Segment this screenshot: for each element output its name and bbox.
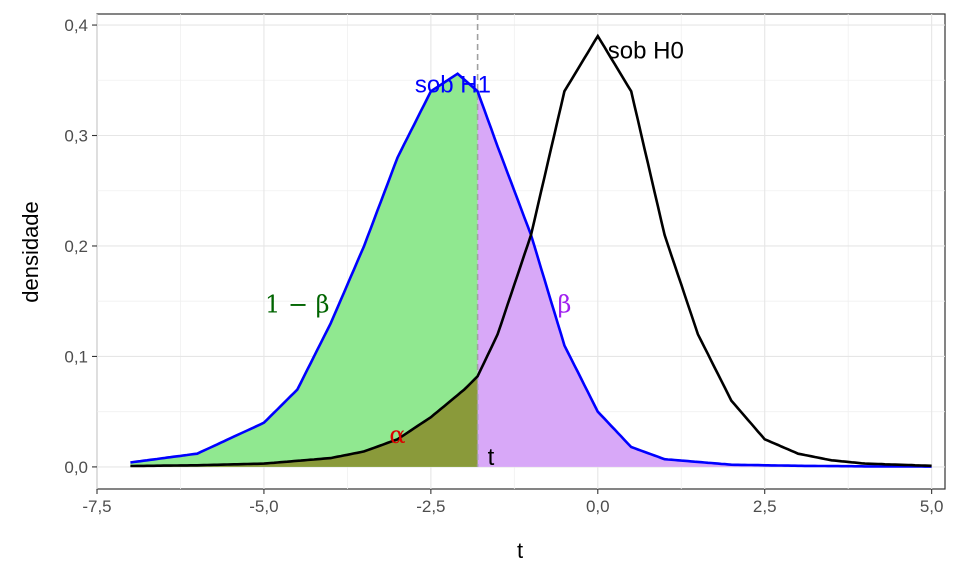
x-tick-label: -5,0 xyxy=(249,497,278,516)
x-tick-label: -2,5 xyxy=(416,497,445,516)
beta-region xyxy=(477,91,932,467)
density-curves xyxy=(130,33,932,468)
y-tick-label: 0,1 xyxy=(64,347,88,366)
h0-density-curve xyxy=(130,33,932,468)
annotations: sob H0 sob H1 t 1 − β β α xyxy=(265,37,684,471)
x-tick-label: 2,5 xyxy=(753,497,777,516)
y-tick-label: 0,2 xyxy=(64,237,88,256)
shaded-regions xyxy=(130,73,932,467)
y-axis-title: densidade xyxy=(18,201,43,303)
x-tick-label: 5,0 xyxy=(920,497,944,516)
alpha-region xyxy=(130,376,478,467)
alpha-label: α xyxy=(389,421,405,449)
beta-label: β xyxy=(557,290,571,318)
h1-label: sob H1 xyxy=(415,72,491,99)
y-tick-label: 0,3 xyxy=(64,127,88,146)
y-tick-label: 0,4 xyxy=(64,16,88,35)
x-tick-label: 0,0 xyxy=(586,497,610,516)
power-region xyxy=(130,73,478,467)
power-label: 1 − β xyxy=(265,290,330,318)
t-label: t xyxy=(488,444,495,471)
axis-ticks: -7,5 -5,0 -2,5 0,0 2,5 5,0 0,0 0,1 0,2 0,3 0,4 xyxy=(64,16,943,516)
x-tick-label: -7,5 xyxy=(82,497,111,516)
y-tick-label: 0,0 xyxy=(64,458,88,477)
x-axis-title: t xyxy=(517,538,523,563)
h0-label: sob H0 xyxy=(608,37,684,64)
